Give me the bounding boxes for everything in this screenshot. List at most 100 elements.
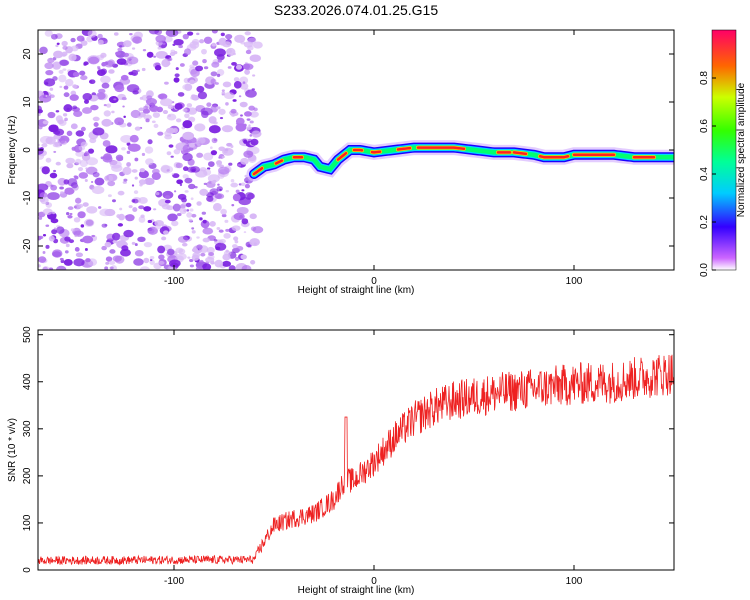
snr-ylabel: SNR (10 * v/v) bbox=[7, 418, 18, 482]
noise-blob bbox=[84, 178, 88, 182]
noise-blob bbox=[151, 120, 156, 124]
noise-blob bbox=[91, 234, 96, 238]
noise-blob bbox=[206, 102, 212, 107]
noise-blob bbox=[59, 257, 64, 261]
noise-blob bbox=[182, 201, 186, 205]
noise-blob bbox=[92, 172, 100, 178]
noise-blob bbox=[132, 207, 138, 212]
noise-blob bbox=[146, 51, 154, 58]
colorbar-ticks: 0.0 0.2 0.4 0.6 0.8 bbox=[699, 71, 716, 277]
noise-blob bbox=[144, 146, 154, 154]
noise-blob bbox=[80, 75, 88, 81]
noise-blob bbox=[72, 105, 78, 110]
noise-blob bbox=[186, 212, 193, 218]
noise-blob bbox=[121, 96, 127, 101]
noise-blob bbox=[240, 114, 243, 117]
noise-blob bbox=[210, 104, 219, 113]
noise-blob bbox=[78, 203, 84, 208]
noise-blob bbox=[111, 232, 121, 241]
noise-blob bbox=[139, 96, 144, 100]
noise-blob bbox=[132, 198, 139, 204]
noise-blob bbox=[202, 227, 214, 235]
noise-blob bbox=[139, 266, 150, 270]
noise-blob bbox=[171, 220, 179, 227]
noise-blob bbox=[79, 70, 86, 76]
noise-blob bbox=[131, 69, 139, 77]
noise-blob bbox=[228, 265, 236, 270]
noise-blob bbox=[103, 110, 111, 117]
signal-trace bbox=[246, 140, 674, 182]
noise-blob bbox=[252, 74, 256, 77]
noise-blob bbox=[42, 208, 53, 215]
noise-blob bbox=[45, 202, 53, 208]
noise-blob bbox=[182, 174, 189, 179]
noise-blob bbox=[214, 259, 224, 268]
noise-blob bbox=[243, 231, 247, 234]
noise-blob bbox=[89, 137, 97, 144]
noise-blob bbox=[229, 113, 233, 116]
noise-blob bbox=[153, 208, 157, 211]
noise-blob bbox=[131, 47, 136, 50]
noise-blob bbox=[179, 63, 185, 67]
snr-ticks: -100 0 100 0 100 200 300 400 500 bbox=[22, 326, 674, 587]
colorbar-tick-label: 0.2 bbox=[699, 215, 710, 229]
noise-blob bbox=[195, 266, 204, 270]
noise-blob bbox=[85, 258, 91, 263]
noise-blob bbox=[56, 226, 65, 234]
noise-blob bbox=[167, 104, 174, 110]
noise-blob bbox=[235, 117, 245, 126]
noise-blob bbox=[153, 123, 159, 129]
y-tick-label: 20 bbox=[22, 48, 33, 60]
noise-blob bbox=[169, 51, 176, 56]
noise-blob bbox=[38, 147, 44, 155]
noise-blob bbox=[210, 71, 218, 77]
noise-blob bbox=[210, 78, 217, 85]
colorbar-tick-label: 0.4 bbox=[699, 167, 710, 181]
noise-blob bbox=[64, 250, 69, 254]
noise-blob bbox=[215, 246, 221, 251]
noise-blob bbox=[47, 57, 55, 63]
noise-blob bbox=[65, 78, 74, 87]
noise-blob bbox=[249, 213, 257, 220]
noise-blob bbox=[122, 166, 132, 176]
noise-blob bbox=[112, 199, 116, 203]
noise-blob bbox=[116, 156, 124, 162]
noise-blob bbox=[93, 122, 99, 127]
noise-blob bbox=[43, 78, 56, 87]
noise-blob bbox=[233, 212, 245, 221]
noise-blob bbox=[250, 138, 259, 146]
noise-blob bbox=[104, 266, 109, 270]
spectrogram-ylabel: Frequency (Hz) bbox=[7, 116, 18, 185]
noise-blob bbox=[70, 123, 78, 130]
noise-blob bbox=[134, 126, 141, 131]
noise-blob bbox=[101, 223, 108, 228]
noise-blob bbox=[38, 183, 49, 192]
noise-blob bbox=[60, 259, 65, 264]
noise-blob bbox=[231, 204, 235, 207]
noise-blob bbox=[184, 177, 193, 184]
noise-blob bbox=[108, 260, 116, 265]
noise-blob bbox=[152, 112, 161, 118]
noise-blob bbox=[216, 106, 221, 110]
noise-blob bbox=[149, 105, 159, 113]
noise-blob bbox=[253, 107, 258, 112]
noise-blob bbox=[175, 162, 183, 169]
noise-blob bbox=[191, 230, 196, 234]
noise-blob bbox=[249, 120, 254, 124]
noise-blob bbox=[137, 115, 143, 119]
noise-blob bbox=[143, 241, 153, 248]
noise-blob bbox=[107, 180, 116, 187]
noise-blob bbox=[216, 160, 223, 166]
noise-blob bbox=[252, 41, 263, 49]
noise-blob bbox=[157, 245, 166, 254]
y-tick-label: 100 bbox=[22, 514, 33, 531]
noise-blob bbox=[73, 258, 85, 267]
snr-line bbox=[38, 354, 674, 566]
noise-blob bbox=[221, 89, 225, 92]
colorbar-tick-label: 0.0 bbox=[699, 263, 710, 277]
noise-blob bbox=[216, 73, 221, 78]
noise-blob bbox=[66, 130, 73, 137]
noise-blob bbox=[62, 68, 67, 71]
noise-blob bbox=[228, 162, 233, 166]
noise-blob bbox=[232, 244, 238, 249]
